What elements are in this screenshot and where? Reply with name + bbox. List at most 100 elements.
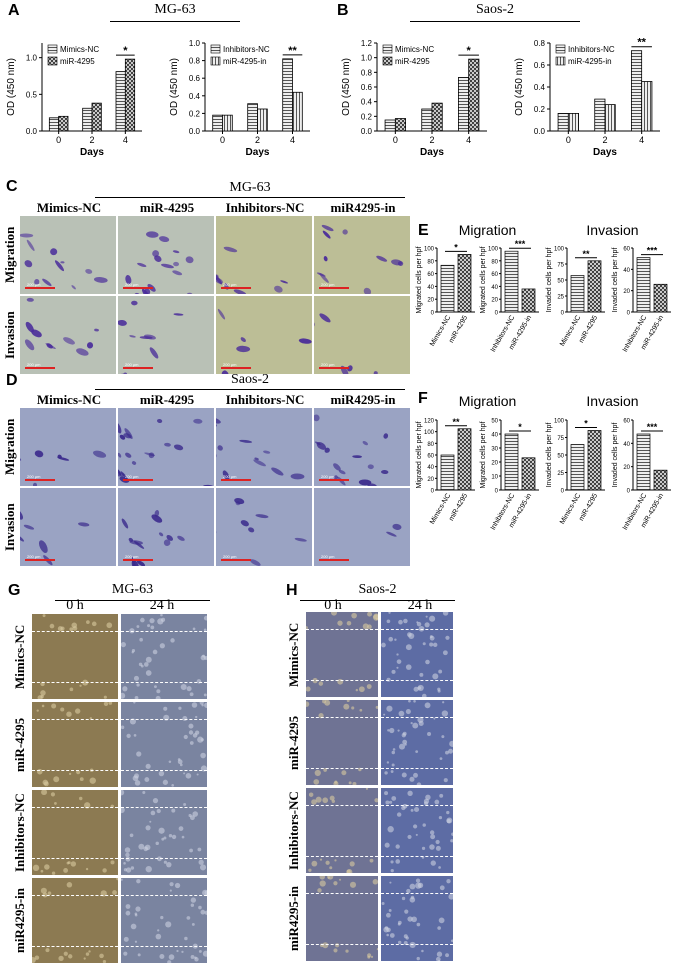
y-tick-label: 75 <box>557 263 564 269</box>
scale-bar-label: 200 μm <box>125 474 139 479</box>
y-tick-label: 60 <box>427 272 434 278</box>
y-tick-label: 0 <box>431 489 435 495</box>
bar <box>604 104 616 132</box>
bar <box>212 114 223 132</box>
y-tick-label: 80 <box>427 259 434 265</box>
bar <box>521 288 536 313</box>
y-axis-label: OD (450 nm) <box>169 58 180 116</box>
y-tick-label: 0 <box>495 489 499 495</box>
legend-label: miR-4295-in <box>568 57 612 66</box>
y-tick-label: 80 <box>427 442 434 448</box>
x-tick-label: 0 <box>56 135 61 145</box>
scale-bar-label: 200 μm <box>27 554 41 559</box>
y-tick-label: 40 <box>491 433 498 439</box>
panel-c-title-rule <box>95 197 405 198</box>
x-tick-label: Mimics-NC <box>559 315 582 348</box>
chart-f-migration-inhibitors: Migrated cells per hpf01020304050Inhibit… <box>480 419 539 531</box>
panel-label-c: C <box>6 178 18 195</box>
y-tick-label: 20 <box>427 298 434 304</box>
micrograph-image: 200 μm <box>216 488 312 566</box>
y-tick-label: 40 <box>623 268 630 274</box>
row-label-1: miR-4295 <box>286 715 301 770</box>
y-tick-label: 20 <box>427 477 434 483</box>
micrograph-image: 200 μm <box>118 216 214 294</box>
row-label-0: Mimics-NC <box>12 624 27 689</box>
column-header-0: Mimics-NC <box>36 392 102 407</box>
y-tick-label: 0.6 <box>361 83 373 92</box>
y-tick-label: 80 <box>491 259 498 265</box>
y-tick-label: 0 <box>495 311 499 317</box>
y-tick-label: 20 <box>491 298 498 304</box>
bar <box>636 257 651 313</box>
y-tick-label: 75 <box>557 436 564 442</box>
y-axis-label: Migrated cells per hpf <box>480 246 487 313</box>
bar <box>384 119 396 132</box>
column-header-3: miR4295-in <box>330 392 396 407</box>
legend-label: Mimics-NC <box>395 45 434 54</box>
scale-bar-label: 200 μm <box>321 282 335 287</box>
bar <box>124 58 136 132</box>
bar <box>587 260 602 313</box>
wound-image-24h <box>121 614 207 699</box>
legend-swatch <box>382 56 393 66</box>
x-tick-label: 0 <box>220 135 225 145</box>
significance-label: *** <box>647 246 658 256</box>
y-tick-label: 50 <box>557 279 564 285</box>
panel-label-g: G <box>8 582 21 599</box>
column-header-0: Mimics-NC <box>36 200 102 215</box>
y-tick-label: 1.2 <box>361 39 373 48</box>
y-tick-label: 100 <box>554 419 565 425</box>
scale-bar-label: 200 μm <box>27 474 41 479</box>
micrograph-image: 200 μm <box>216 216 312 294</box>
significance-label: ** <box>452 417 460 427</box>
scale-bar-label: 200 μm <box>223 554 237 559</box>
micrograph-image: 200 μm <box>20 408 116 486</box>
x-tick-label: Mimics-NC <box>429 315 452 348</box>
y-tick-label: 0.0 <box>189 127 201 136</box>
y-axis-label: Migrated cells per hpf <box>416 421 423 488</box>
bar <box>247 103 258 132</box>
bar <box>431 102 443 132</box>
y-tick-label: 0.5 <box>26 90 38 99</box>
y-tick-label: 100 <box>424 247 435 253</box>
wound-image-0h <box>32 702 118 787</box>
x-tick-label: 2 <box>602 135 607 145</box>
wound-image-0h <box>306 788 378 873</box>
legend-label: miR-4295-in <box>223 57 267 66</box>
x-axis-label: Days <box>420 147 444 158</box>
y-axis-label: OD (450 nm) <box>6 58 17 116</box>
y-tick-label: 30 <box>491 447 498 453</box>
bar <box>504 250 519 313</box>
y-tick-label: 1.0 <box>26 54 38 63</box>
significance-label: *** <box>515 240 526 249</box>
y-tick-label: 0 <box>627 311 631 317</box>
y-tick-label: 120 <box>424 419 435 425</box>
bar <box>504 433 519 491</box>
chart-b-inhibitors: OD (450 nm) 0.0 0.2 0.4 0.6 0.8 0 2 4 Days Inhibit… <box>514 37 660 158</box>
wound-image-0h <box>32 790 118 875</box>
legend-swatch <box>47 44 58 54</box>
significance-label: * <box>123 45 128 57</box>
wound-image-0h <box>32 878 118 963</box>
significance-label: * <box>518 422 522 432</box>
bar <box>282 58 293 132</box>
legend-label: Mimics-NC <box>60 45 99 54</box>
panel-c-micrograph-grid: Mimics-NC miR-4295 Inhibitors-NC miR4295-in… <box>0 200 410 374</box>
wound-image-24h <box>381 612 453 697</box>
bar <box>641 81 653 132</box>
y-tick-label: 0.0 <box>26 127 38 136</box>
significance-label: ** <box>582 249 590 259</box>
bar <box>292 91 303 132</box>
chart-e-invasion-inhibitors: Invaded cells per hpf0204060Inhibitors-N… <box>612 246 671 353</box>
column-header-2: Inhibitors-NC <box>225 392 305 407</box>
y-tick-label: 0 <box>561 311 565 317</box>
significance-label: ** <box>288 45 297 57</box>
panel-g-title-rule <box>55 600 210 601</box>
scale-bar-label: 200 μm <box>223 362 237 367</box>
y-axis-label: Invaded cells per hpf <box>546 248 553 313</box>
scale-bar-label: 200 μm <box>321 554 335 559</box>
y-tick-label: 20 <box>623 465 630 471</box>
y-tick-label: 25 <box>557 471 564 477</box>
x-tick-label: Mimics-NC <box>429 493 452 526</box>
panel-d-title-rule <box>95 389 405 390</box>
